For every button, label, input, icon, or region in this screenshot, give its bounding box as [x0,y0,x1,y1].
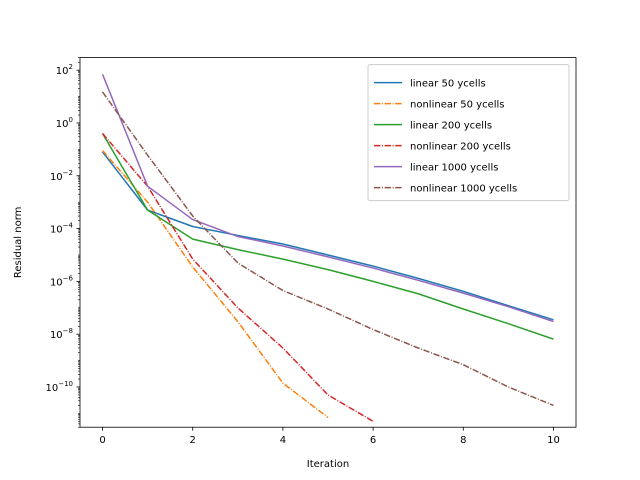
legend-label: linear 200 ycells [410,121,492,132]
legend-label: nonlinear 50 ycells [410,100,505,111]
series-line-0 [101,151,554,321]
series-line-5 [101,91,554,407]
series-lines [101,74,554,422]
series-line-4 [101,74,554,323]
y-tick-label: 10−6 [50,274,74,288]
x-tick-label: 0 [99,435,105,446]
y-axis: 10−10 10−8 10−6 10−4 10−2 100 102 [45,57,80,428]
legend-label: nonlinear 1000 ycells [410,184,517,195]
x-tick-label: 4 [280,435,286,446]
y-tick-label: 10−4 [50,222,74,236]
legend-label: nonlinear 200 ycells [410,142,511,153]
series-line-2 [101,133,554,340]
legend-label: linear 1000 ycells [410,163,498,174]
legend: linear 50 ycells nonlinear 50 ycells linea… [367,64,570,202]
legend-box [367,64,570,202]
series-line-1 [101,150,329,419]
x-tick-label: 6 [370,435,376,446]
y-tick-label: 10−10 [45,380,73,394]
y-tick-label: 10−2 [50,169,73,183]
x-tick-label: 10 [547,435,560,446]
y-axis-label: Residual norm [13,207,24,279]
x-axis: 0 2 4 6 8 10 [99,427,560,446]
x-tick-label: 8 [460,435,466,446]
legend-label: linear 50 ycells [410,79,486,90]
y-tick-label: 102 [56,63,73,77]
y-tick-label: 100 [56,116,73,130]
x-axis-label: Iteration [307,459,349,470]
y-tick-label: 10−8 [50,327,73,341]
x-tick-label: 2 [190,435,196,446]
